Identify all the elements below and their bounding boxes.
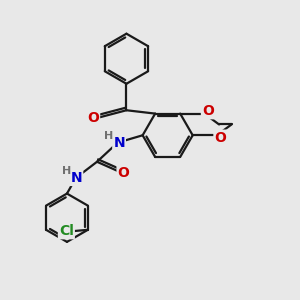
Text: H: H <box>103 131 113 141</box>
Text: H: H <box>62 167 71 176</box>
Text: O: O <box>214 130 226 145</box>
Text: O: O <box>202 104 214 118</box>
Text: N: N <box>70 171 82 185</box>
Text: N: N <box>113 136 125 150</box>
Text: O: O <box>118 166 129 180</box>
Text: O: O <box>87 111 99 124</box>
Text: Cl: Cl <box>59 224 74 238</box>
